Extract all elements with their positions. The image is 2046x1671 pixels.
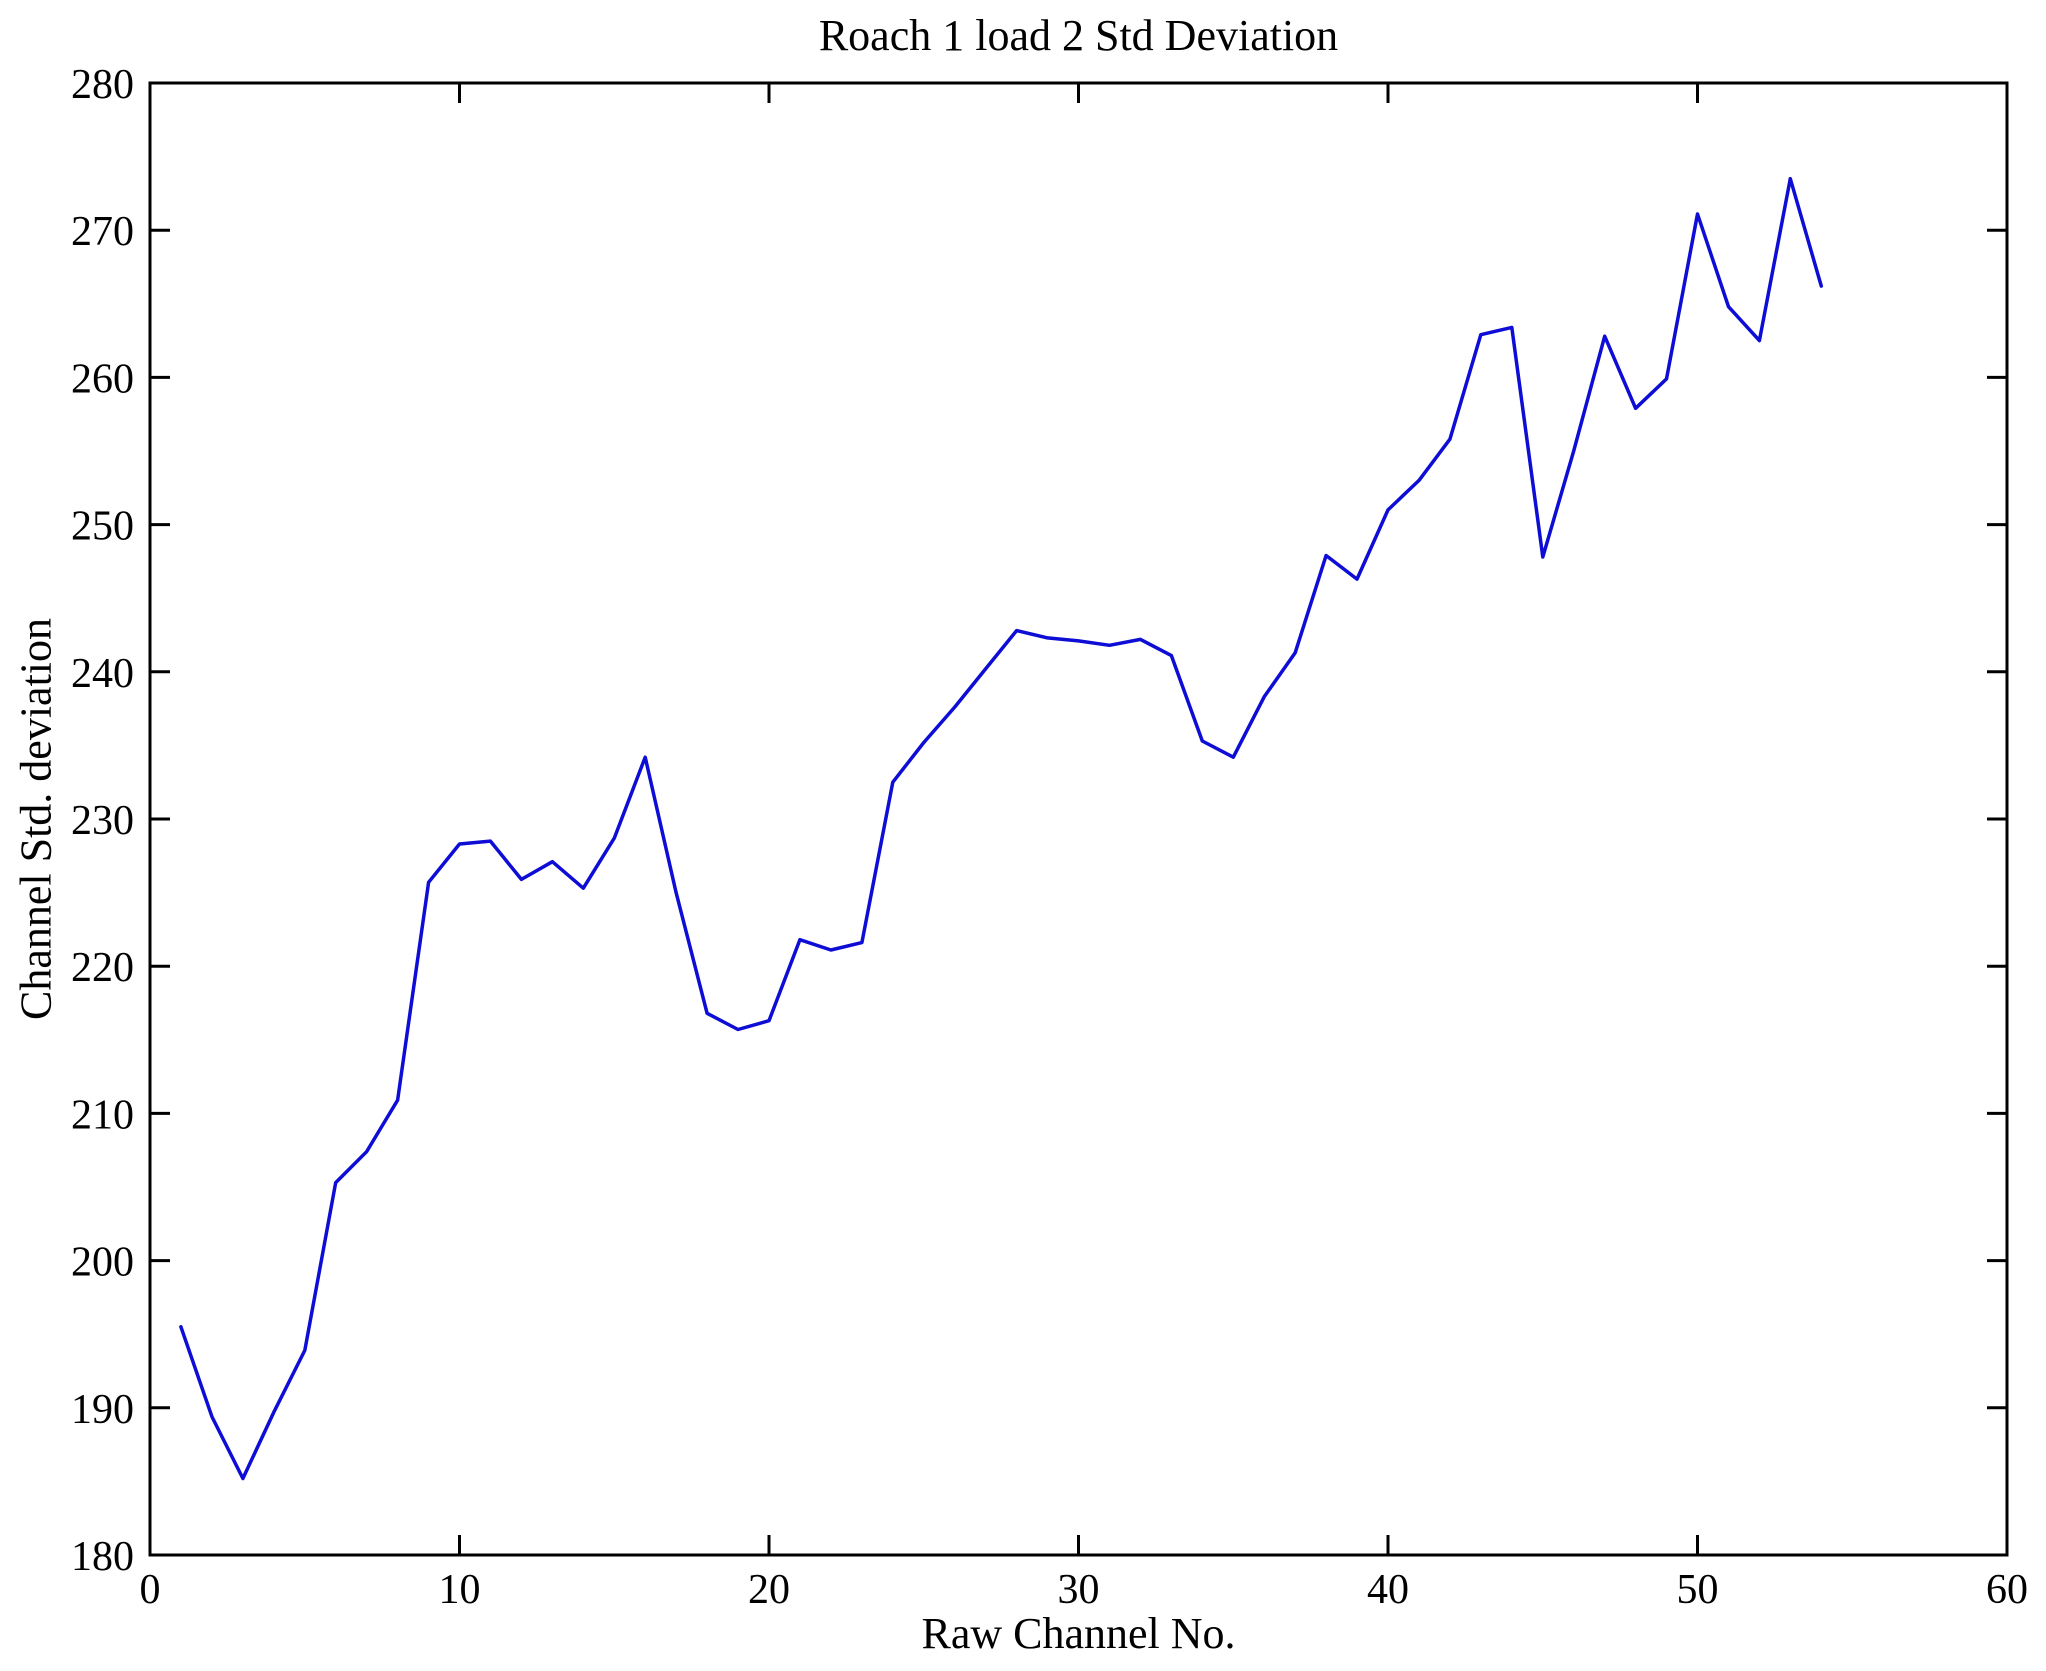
y-axis-label-text: Channel Std. deviation	[11, 617, 61, 1021]
x-tick-label: 30	[1058, 1567, 1100, 1613]
y-tick-label: 220	[71, 945, 134, 991]
y-tick-label: 190	[71, 1387, 134, 1433]
chart-title: Roach 1 load 2 Std Deviation	[818, 11, 1339, 60]
x-tick-label: 10	[439, 1567, 481, 1613]
y-tick-label: 200	[71, 1240, 134, 1286]
y-tick-label: 280	[71, 62, 134, 108]
y-tick-label: 210	[71, 1092, 134, 1138]
x-tick-label: 40	[1367, 1567, 1409, 1613]
x-tick-label: 50	[1677, 1567, 1719, 1613]
x-tick-label: 20	[748, 1567, 790, 1613]
y-tick-label: 260	[71, 356, 134, 402]
x-tick-label: 0	[140, 1567, 161, 1613]
y-tick-label: 240	[71, 651, 134, 697]
x-tick-label: 60	[1986, 1567, 2028, 1613]
y-tick-label: 270	[71, 209, 134, 255]
y-tick-label: 250	[71, 504, 134, 550]
x-axis-label: Raw Channel No.	[921, 1609, 1236, 1658]
y-tick-label: 180	[71, 1534, 134, 1580]
y-tick-label: 230	[71, 798, 134, 844]
line-series	[179, 176, 1824, 1481]
